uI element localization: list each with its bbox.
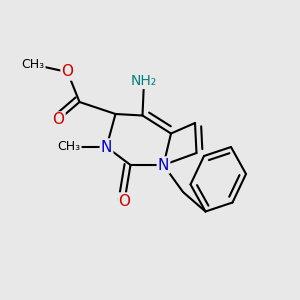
Text: N: N — [101, 140, 112, 154]
Text: CH₃: CH₃ — [21, 58, 45, 71]
Text: NH₂: NH₂ — [131, 74, 157, 88]
Text: CH₃: CH₃ — [57, 140, 81, 154]
Text: O: O — [118, 194, 130, 208]
Text: N: N — [158, 158, 169, 172]
Text: O: O — [61, 64, 74, 80]
Text: O: O — [52, 112, 64, 128]
